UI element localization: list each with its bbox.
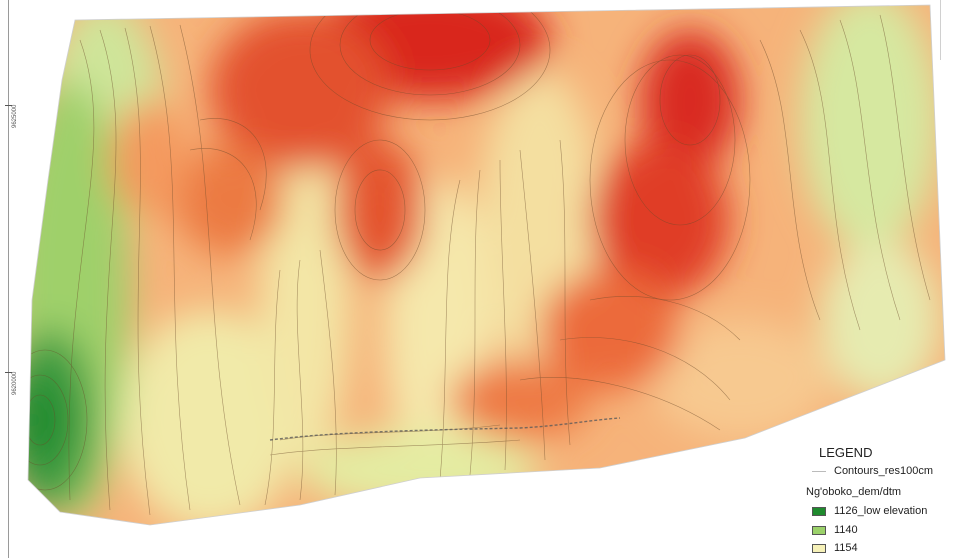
contour-lines — [28, 5, 931, 516]
contour-line-icon — [812, 470, 826, 472]
legend-class-row: 1154 — [812, 542, 858, 554]
legend-class-label: 1154 — [834, 542, 858, 554]
legend-class-label: 1126_low elevation — [834, 505, 928, 517]
legend-title: LEGEND — [819, 445, 873, 460]
mid-elevation-swatch-icon — [812, 543, 826, 553]
legend-class-row: 1140 — [812, 524, 858, 536]
legend-class-row: 1126_low elevation — [812, 505, 927, 517]
y-tick — [5, 105, 12, 106]
legend-contour-row: Contours_res100cm — [812, 465, 933, 477]
legend-contour-label: Contours_res100cm — [834, 465, 934, 477]
map-frame-left — [8, 0, 9, 558]
map-legend: LEGEND Contours_res100cm Ng'oboko_dem/dt… — [800, 441, 958, 558]
y-coordinate-label: 9620000 — [12, 371, 18, 395]
y-tick — [5, 372, 12, 373]
mid-low-elevation-swatch-icon — [812, 525, 826, 535]
legend-class-label: 1140 — [834, 524, 858, 536]
y-coordinate-label: 9625000 — [12, 104, 18, 128]
legend-dem-label: Ng'oboko_dem/dtm — [806, 486, 902, 498]
low-elevation-swatch-icon — [812, 506, 826, 516]
map-frame-right — [940, 0, 941, 60]
legend-dem-row: Ng'oboko_dem/dtm — [806, 486, 901, 498]
